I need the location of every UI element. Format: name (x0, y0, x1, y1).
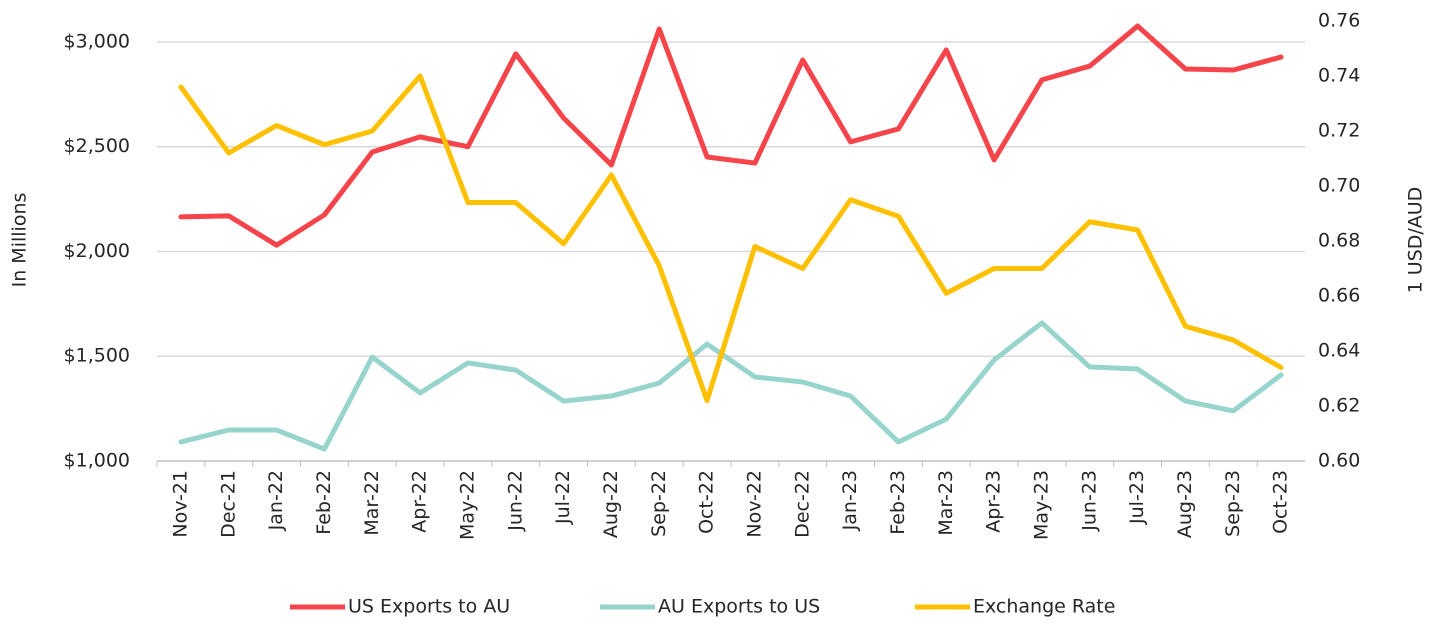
x-tick-label: Feb-22 (313, 470, 335, 535)
y2-tick-label: 0.66 (1318, 285, 1360, 307)
y2-tick-label: 0.64 (1318, 340, 1360, 362)
y-tick-label: $1,000 (64, 450, 130, 472)
x-tick-label: Sep-22 (648, 470, 670, 537)
x-tick-label: Dec-21 (217, 470, 239, 538)
y-axis-title: In Millions (9, 193, 31, 288)
x-tick-label: Dec-22 (791, 470, 813, 538)
x-tick-label: Sep-23 (1222, 470, 1244, 537)
y-tick-label: $2,000 (64, 240, 130, 262)
y2-tick-label: 0.74 (1318, 65, 1360, 87)
x-tick-label: Feb-23 (887, 470, 909, 535)
y2-tick-label: 0.72 (1318, 120, 1360, 142)
x-tick-label: Apr-23 (983, 470, 1005, 533)
x-tick-label: Jul-23 (1126, 470, 1148, 525)
legend-label: AU Exports to US (658, 596, 820, 618)
x-tick-label: Aug-23 (1174, 470, 1196, 538)
x-tick-label: Jun-23 (1078, 470, 1100, 532)
y2-tick-label: 0.76 (1318, 10, 1360, 32)
x-tick-label: Jan-23 (839, 470, 861, 531)
y2-tick-label: 0.60 (1318, 450, 1360, 472)
x-tick-label: Aug-22 (600, 470, 622, 538)
series-line (178, 23, 1284, 248)
x-tick-label: Oct-22 (696, 470, 718, 534)
legend-label: Exchange Rate (973, 596, 1115, 618)
y2-tick-label: 0.68 (1318, 230, 1360, 252)
y-tick-label: $3,000 (64, 30, 130, 52)
x-tick-label: Jun-22 (504, 470, 526, 532)
x-tick-label: Nov-22 (743, 470, 765, 538)
legend-label: US Exports to AU (348, 596, 510, 618)
x-tick-label: Mar-22 (361, 470, 383, 536)
x-tick-label: Jul-22 (552, 470, 574, 525)
x-tick-label: Jan-22 (265, 470, 287, 531)
x-tick-label: Nov-21 (169, 470, 191, 538)
x-tick-label: Oct-23 (1270, 470, 1292, 534)
x-tick-label: Apr-22 (409, 470, 431, 533)
series-line (178, 320, 1284, 452)
x-tick-label: May-23 (1030, 470, 1052, 540)
y-tick-label: $1,500 (64, 345, 130, 367)
y2-tick-label: 0.62 (1318, 395, 1360, 417)
series-line (178, 73, 1284, 403)
y2-tick-label: 0.70 (1318, 175, 1360, 197)
x-tick-label: May-22 (456, 470, 478, 540)
y-tick-label: $2,500 (64, 135, 130, 157)
x-tick-label: Mar-23 (935, 470, 957, 536)
y2-axis-title: 1 USD/AUD (1405, 187, 1427, 294)
